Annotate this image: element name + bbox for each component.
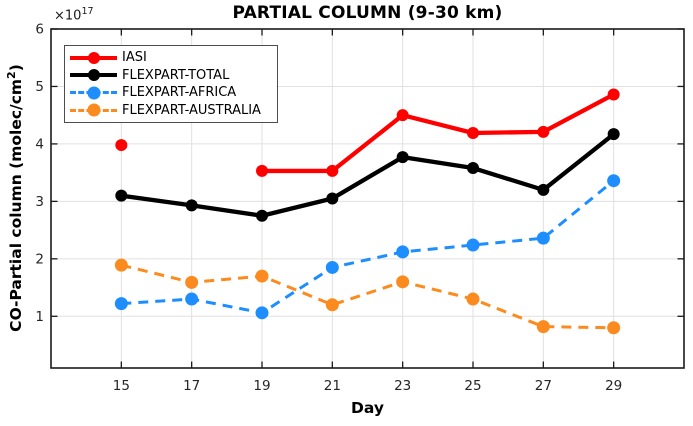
data-point <box>467 162 479 175</box>
data-point <box>185 292 199 306</box>
legend-item-iasi: IASI <box>70 49 273 66</box>
legend-item-flexpart-australia: FLEXPART-AUSTRALIA <box>70 102 273 119</box>
series-flexpart-africa <box>114 174 621 320</box>
x-tick-label: 17 <box>183 378 200 394</box>
x-tick-label: 23 <box>394 378 411 394</box>
y-tick-label: 5 <box>35 79 44 95</box>
x-axis-label: Day <box>351 399 384 417</box>
data-point <box>326 164 339 177</box>
x-tick-label: 29 <box>605 378 622 394</box>
y-tick-label: 6 <box>35 22 44 38</box>
multiplier-base: ×10 <box>54 8 82 24</box>
legend-marker <box>87 69 100 82</box>
data-point <box>255 269 269 283</box>
data-point <box>114 258 128 272</box>
x-tick-label: 25 <box>464 378 481 394</box>
data-point <box>466 292 480 306</box>
data-point <box>396 109 409 122</box>
data-point <box>256 164 268 177</box>
legend-label: FLEXPART-AUSTRALIA <box>122 102 261 118</box>
data-point <box>115 189 128 202</box>
y-tick-labels: 1 2 3 4 5 6 <box>35 22 44 325</box>
data-point <box>396 275 410 289</box>
data-point <box>325 298 339 312</box>
data-point <box>607 321 621 335</box>
data-point <box>537 125 550 138</box>
x-tick-label: 19 <box>253 378 270 394</box>
legend-label: FLEXPART-TOTAL <box>122 67 230 83</box>
data-point <box>114 297 128 311</box>
legend-sample-iasi <box>70 50 117 65</box>
legend-sample-flexpart-total <box>70 68 117 83</box>
legend-marker <box>87 51 100 64</box>
data-point <box>536 231 550 245</box>
legend-label: IASI <box>122 50 147 66</box>
data-point <box>466 238 480 252</box>
x-tick-label: 15 <box>113 378 130 394</box>
y-tick-label: 1 <box>35 309 44 325</box>
multiplier-exponent: 17 <box>81 6 94 17</box>
data-point <box>185 275 199 289</box>
y-tick-label: 3 <box>35 194 44 210</box>
legend-marker <box>87 86 100 100</box>
x-tick-label: 27 <box>535 378 552 394</box>
data-point <box>607 174 621 188</box>
y-axis-multiplier: ×1017 <box>54 6 94 23</box>
data-point <box>326 192 339 205</box>
data-point <box>536 320 550 334</box>
legend-label: FLEXPART-AFRICA <box>122 85 237 101</box>
data-point <box>396 151 409 164</box>
data-point <box>396 245 410 259</box>
data-point <box>185 199 198 212</box>
data-point <box>607 88 620 101</box>
y-tick-label: 4 <box>35 136 44 152</box>
data-point <box>255 306 269 320</box>
y-tick-label: 2 <box>35 251 44 267</box>
data-point <box>256 209 268 222</box>
data-point <box>607 128 620 141</box>
legend-sample-flexpart-australia <box>70 103 117 118</box>
data-point <box>325 260 339 274</box>
series-iasi <box>115 88 620 177</box>
series-flexpart-total <box>115 128 620 222</box>
data-point <box>537 183 550 196</box>
axes-border <box>50 28 685 369</box>
x-tick-labels: 15 17 19 21 23 25 27 29 <box>113 378 623 394</box>
legend-marker <box>87 103 100 117</box>
data-point <box>467 126 479 139</box>
tick-marks <box>51 28 684 368</box>
series-flexpart-australia <box>114 258 621 335</box>
chart-title: PARTIAL COLUMN (9-30 km) <box>232 3 503 23</box>
data-point <box>115 139 128 152</box>
x-tick-label: 21 <box>324 378 341 394</box>
legend-item-flexpart-africa: FLEXPART-AFRICA <box>70 84 273 101</box>
legend-sample-flexpart-africa <box>70 85 117 100</box>
legend: IASI FLEXPART-TOTAL FLEXPART-AFRICA FLEX… <box>64 45 278 123</box>
legend-item-flexpart-total: FLEXPART-TOTAL <box>70 67 273 84</box>
